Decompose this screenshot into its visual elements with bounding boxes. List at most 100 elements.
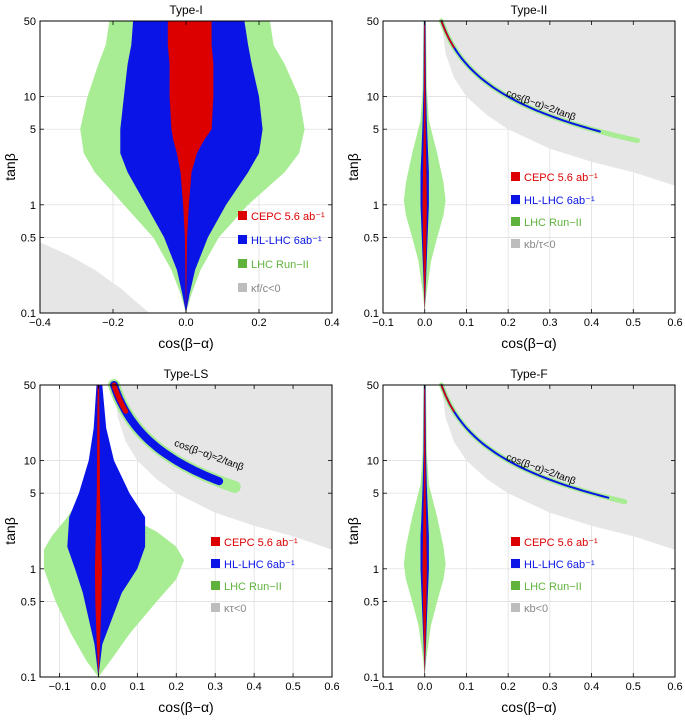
x-tick-label: 0.6 xyxy=(324,681,339,693)
y-tick-label: 0.5 xyxy=(21,232,36,244)
x-axis-title: cos(β−α) xyxy=(501,335,556,351)
y-tick-label: 0.5 xyxy=(364,232,379,244)
panel-title: Type-F xyxy=(510,367,547,381)
x-tick-label: 0.1 xyxy=(459,681,474,693)
branch xyxy=(438,18,640,144)
x-tick-label: 0.5 xyxy=(285,681,300,693)
y-tick-label: 5 xyxy=(373,488,379,500)
legend-swatch-excluded xyxy=(511,603,520,612)
legend-label-hllhc: HL-LHC 6ab⁻¹ xyxy=(524,195,595,207)
plot-frame xyxy=(382,20,676,314)
bands xyxy=(43,385,185,677)
legend-swatch-excluded xyxy=(238,283,247,292)
x-axis-title: cos(β−α) xyxy=(158,335,213,351)
y-tick-label: 0.5 xyxy=(21,596,36,608)
excluded-region xyxy=(441,385,675,550)
y-axis-title: tanβ xyxy=(2,517,18,545)
legend-label-lhc: LHC Run−II xyxy=(251,259,309,271)
y-tick-label: 0.5 xyxy=(364,596,379,608)
excluded-region xyxy=(114,385,332,550)
branch xyxy=(108,379,241,493)
y-tick-label: 10 xyxy=(367,456,379,468)
panel-title: Type-I xyxy=(169,3,202,17)
y-tick-label: 5 xyxy=(30,488,36,500)
hllhc-band xyxy=(67,385,146,677)
legend-swatch-cepc xyxy=(211,537,220,546)
legend: CEPC 5.6 ab⁻¹ HL-LHC 6ab⁻¹ LHC Run−II κτ… xyxy=(211,537,298,615)
legend-swatch-excluded xyxy=(511,239,520,248)
panel-type-ii: Type-II −0.1 0.0 0.1 0.2 0.3 0.4 0.5 0.6 0.1 0.5 1… xyxy=(345,3,683,351)
panel-type-i: Type-I −0.4 −0.2 0.0 0.2 0.4 0.1 0.5 1 5 10 50 cos… xyxy=(2,3,340,351)
bands xyxy=(403,21,446,313)
ticks: −0.4 −0.2 0.0 0.2 0.4 0.1 0.5 1 5 10 50 xyxy=(21,16,340,329)
legend-swatch-cepc xyxy=(511,537,520,546)
y-tick-label: 0.1 xyxy=(364,308,379,320)
excluded-region-area xyxy=(114,385,332,550)
x-axis-title: cos(β−α) xyxy=(158,699,213,715)
legend-label-lhc: LHC Run−II xyxy=(524,581,582,593)
y-tick-label: 0.1 xyxy=(21,308,36,320)
legend-swatch-excluded xyxy=(211,603,220,612)
legend-swatch-hllhc xyxy=(211,559,220,568)
branch-hllhc xyxy=(110,381,224,486)
y-tick-label: 50 xyxy=(24,380,36,392)
excluded-region xyxy=(40,242,150,313)
excluded-region-area xyxy=(40,242,150,313)
cepc-band xyxy=(167,21,214,313)
x-tick-label: 0.1 xyxy=(459,317,474,329)
y-tick-label: 1 xyxy=(30,200,36,212)
y-tick-label: 10 xyxy=(24,456,36,468)
legend-swatch-cepc xyxy=(511,172,520,181)
y-tick-label: 10 xyxy=(367,92,379,104)
branch-hllhc xyxy=(440,384,610,499)
y-tick-label: 0.1 xyxy=(21,672,36,684)
branch-cepc xyxy=(440,384,455,413)
x-tick-label: 0.6 xyxy=(667,317,682,329)
branch-cepc xyxy=(111,382,129,414)
x-tick-label: 0.2 xyxy=(500,681,515,693)
branch xyxy=(438,382,628,505)
panel-type-ls: Type-LS −0.1 0.0 0.1 0.2 0.3 0.4 0.5 0.6 0.1 0.5 1… xyxy=(2,367,340,715)
legend-swatch-hllhc xyxy=(511,195,520,204)
y-tick-label: 50 xyxy=(367,380,379,392)
legend-swatch-lhc xyxy=(238,259,247,268)
x-tick-label: −0.1 xyxy=(49,681,71,693)
legend-label-excluded: κf/c<0 xyxy=(251,283,281,295)
y-tick-label: 50 xyxy=(24,16,36,28)
excluded-region-area xyxy=(441,21,675,186)
x-tick-label: 0.5 xyxy=(626,681,641,693)
cepc-band xyxy=(94,385,102,677)
plot-frame xyxy=(382,384,676,678)
x-tick-label: 0.0 xyxy=(178,317,193,329)
legend-label-hllhc: HL-LHC 6ab⁻¹ xyxy=(251,235,322,247)
x-tick-label: 0.2 xyxy=(251,317,266,329)
x-tick-label: 0.4 xyxy=(246,681,261,693)
x-tick-label: −0.1 xyxy=(372,317,394,329)
legend-label-lhc: LHC Run−II xyxy=(224,581,282,593)
y-tick-label: 10 xyxy=(24,92,36,104)
branch-hllhc xyxy=(440,20,601,133)
x-tick-label: 0.0 xyxy=(417,681,432,693)
x-tick-label: 0.4 xyxy=(324,317,339,329)
legend-label-cepc: CEPC 5.6 ab⁻¹ xyxy=(524,172,598,184)
y-tick-label: 0.1 xyxy=(364,672,379,684)
legend-label-hllhc: HL-LHC 6ab⁻¹ xyxy=(224,559,295,571)
y-axis-title: tanβ xyxy=(2,153,18,181)
excluded-region-area xyxy=(441,385,675,550)
legend-swatch-hllhc xyxy=(511,559,520,568)
x-tick-label: 0.3 xyxy=(542,317,557,329)
x-tick-label: 0.4 xyxy=(584,681,599,693)
y-tick-label: 1 xyxy=(373,200,379,212)
bands xyxy=(403,385,446,677)
y-tick-label: 1 xyxy=(373,564,379,576)
legend-swatch-lhc xyxy=(211,581,220,590)
x-tick-label: 0.6 xyxy=(667,681,682,693)
x-tick-label: 0.1 xyxy=(130,681,145,693)
y-tick-label: 1 xyxy=(30,564,36,576)
legend-label-cepc: CEPC 5.6 ab⁻¹ xyxy=(224,537,298,549)
y-axis-title: tanβ xyxy=(345,517,361,545)
x-tick-label: 0.4 xyxy=(584,317,599,329)
x-tick-label: −0.1 xyxy=(372,681,394,693)
ticks: −0.1 0.0 0.1 0.2 0.3 0.4 0.5 0.6 0.1 0.5 1 5 10 50 xyxy=(364,16,683,329)
